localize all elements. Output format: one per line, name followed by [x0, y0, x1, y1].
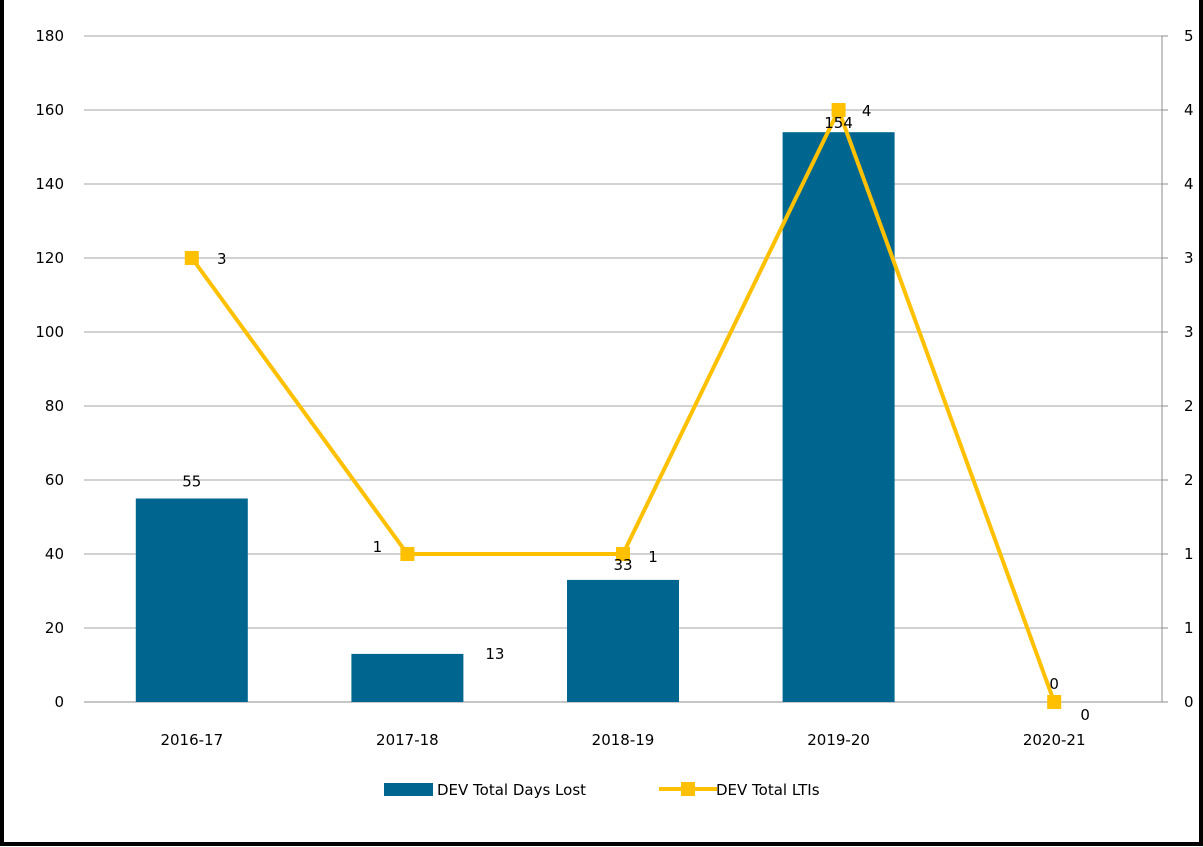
legend: DEV Total Days Lost DEV Total LTIs: [384, 781, 820, 799]
right-tick-label: 0: [1184, 693, 1194, 711]
left-tick-label: 80: [45, 397, 64, 415]
extra-zero-label: 0: [1080, 706, 1090, 724]
right-tick-label: 3: [1184, 249, 1194, 267]
left-tick-label: 140: [35, 175, 64, 193]
x-tick-label: 2018-19: [592, 731, 655, 749]
legend-label-ltis: DEV Total LTIs: [716, 781, 820, 799]
bar-value-label: 154: [824, 114, 853, 132]
left-tick-label: 40: [45, 545, 64, 563]
lti-value-label: 1: [648, 548, 658, 566]
right-tick-label: 3: [1184, 323, 1194, 341]
legend-marker-ltis: [681, 782, 695, 796]
left-tick-label: 0: [54, 693, 64, 711]
lti-marker: [616, 547, 630, 561]
lti-value-label: 0: [1049, 675, 1059, 693]
right-tick-label: 2: [1184, 397, 1194, 415]
right-tick-label: 5: [1184, 27, 1194, 45]
bar-series: [135, 132, 895, 702]
lti-value-label: 4: [862, 102, 872, 120]
right-tick-label: 1: [1184, 619, 1194, 637]
left-tick-label: 180: [35, 27, 64, 45]
x-tick-label: 2020-21: [1023, 731, 1086, 749]
x-tick-label: 2016-17: [160, 731, 223, 749]
x-axis: 2016-17 2017-18 2018-19 2019-20 2020-21: [160, 731, 1085, 749]
lti-marker: [184, 251, 199, 265]
right-tick-label: 2: [1184, 471, 1194, 489]
gridlines: [84, 35, 1162, 703]
x-tick-label: 2017-18: [376, 731, 439, 749]
bar-value-label: 55: [182, 473, 201, 491]
lti-marker: [400, 547, 415, 561]
lti-marker: [831, 103, 846, 117]
left-tick-label: 60: [45, 471, 64, 489]
right-axis: 0 1 1 2 2 3 3 4 4 5: [1161, 27, 1194, 711]
bar: [351, 653, 464, 702]
bar: [567, 579, 679, 702]
lti-value-label: 1: [373, 538, 383, 556]
x-tick-label: 2019-20: [807, 731, 870, 749]
bar-value-label: 13: [485, 645, 504, 663]
line-series: [184, 103, 1062, 709]
legend-swatch-bars: [384, 783, 433, 796]
left-tick-label: 160: [35, 101, 64, 119]
left-tick-label: 20: [45, 619, 64, 637]
legend-label-bars: DEV Total Days Lost: [437, 781, 586, 799]
lti-value-label: 3: [217, 250, 227, 268]
left-axis: 0 20 40 60 80 100 120 140 160 180: [35, 27, 64, 711]
left-tick-label: 120: [35, 249, 64, 267]
right-tick-label: 4: [1184, 101, 1194, 119]
bar: [782, 132, 895, 702]
right-tick-label: 1: [1184, 545, 1194, 563]
data-labels: 55 13 33 154 3 1 1 4 0 0: [182, 102, 1090, 724]
lti-marker: [1047, 695, 1062, 709]
bar: [135, 498, 248, 702]
right-tick-label: 4: [1184, 175, 1194, 193]
bar-value-label: 33: [613, 556, 632, 574]
left-tick-label: 100: [35, 323, 64, 341]
